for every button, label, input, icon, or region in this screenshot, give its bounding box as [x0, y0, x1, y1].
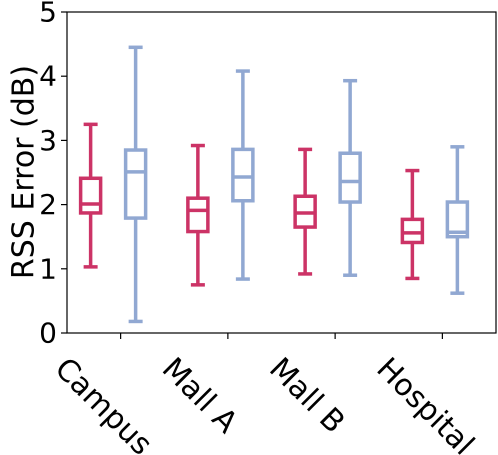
- y-tick-label: 4: [39, 60, 57, 93]
- box-1-mall-b: [293, 147, 317, 276]
- y-axis-label: RSS Error (dB): [7, 65, 42, 279]
- iqr-box: [123, 148, 148, 220]
- x-tick-label: Hospital: [369, 351, 480, 455]
- box-2-mall-b: [338, 78, 362, 277]
- box-1-campus: [78, 122, 103, 269]
- iqr-box: [338, 151, 362, 204]
- y-tick-label: 1: [39, 252, 57, 285]
- x-tick-label: Mall A: [155, 351, 244, 440]
- y-tick-label: 3: [39, 124, 57, 157]
- y-tick-label: 2: [39, 188, 57, 221]
- iqr-box: [445, 200, 470, 239]
- plot-marks: [78, 45, 470, 324]
- box-2-mall-a: [231, 69, 255, 281]
- box-2-campus: [123, 45, 148, 324]
- box-2-hospital: [445, 145, 470, 295]
- box-1-mall-a: [186, 143, 210, 287]
- iqr-box: [231, 147, 255, 203]
- iqr-box: [78, 176, 103, 215]
- box-1-hospital: [400, 168, 425, 281]
- y-axis: 0 1 2 3 4 5: [39, 0, 67, 350]
- iqr-box: [186, 196, 210, 234]
- plot-frame: [66, 11, 497, 334]
- x-tick-label: Campus: [48, 351, 159, 455]
- iqr-box: [400, 217, 425, 245]
- x-tick-label: Mall B: [262, 351, 351, 440]
- y-tick-label: 5: [39, 0, 57, 29]
- y-tick-label: 0: [39, 317, 57, 350]
